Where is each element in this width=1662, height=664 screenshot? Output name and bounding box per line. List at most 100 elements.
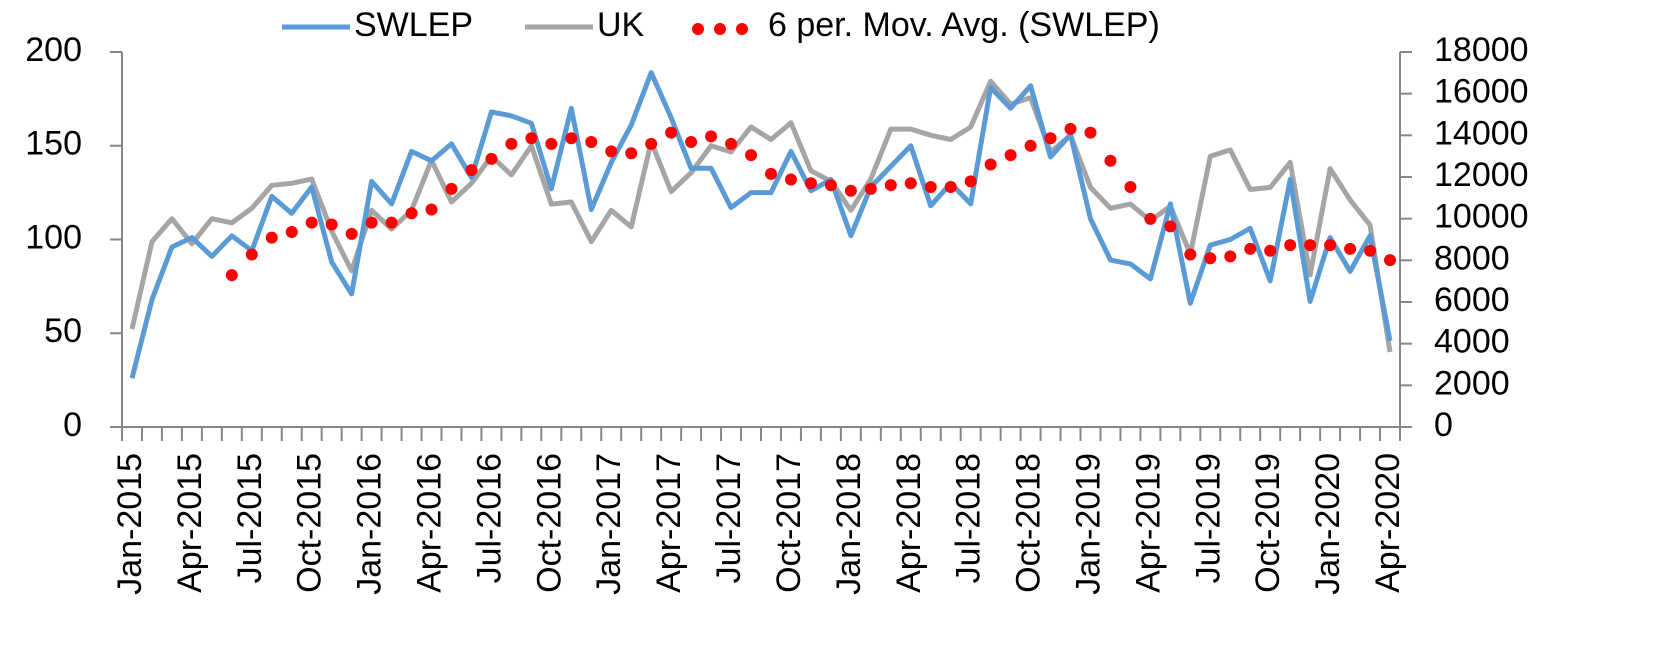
- ma-dot: [625, 147, 638, 160]
- ma-dot: [824, 179, 837, 192]
- ma-dot: [1284, 239, 1297, 252]
- x-tick-label: Jan-2020: [1309, 453, 1347, 595]
- ma-dot: [405, 207, 418, 220]
- ma-dot: [445, 182, 458, 195]
- x-tick-label: Oct-2017: [770, 453, 808, 593]
- x-tick-label: Jul-2019: [1189, 453, 1227, 583]
- ma-dot: [605, 145, 618, 158]
- ma-dot: [1044, 132, 1057, 145]
- x-tick-label: Oct-2015: [291, 453, 329, 593]
- ma-dot: [285, 226, 298, 238]
- y-tick-label: 50: [44, 312, 82, 350]
- ma-dot: [1184, 248, 1197, 261]
- ma-dot: [964, 175, 977, 188]
- ma-dot: [1344, 242, 1357, 255]
- x-tick-label: Oct-2019: [1249, 453, 1287, 593]
- x-tick-label: Apr-2019: [1129, 453, 1167, 593]
- x-tick-label: Jul-2017: [710, 453, 748, 583]
- y2-tick-label: 10000: [1434, 198, 1529, 236]
- ma-dot: [804, 177, 817, 190]
- ma-dot: [1064, 122, 1077, 135]
- y-tick-label: 0: [63, 406, 82, 444]
- x-tick-label: Jan-2019: [1069, 453, 1107, 595]
- ma-dot: [904, 177, 917, 190]
- x-tick-label: Jul-2016: [470, 453, 508, 583]
- ma-dot: [385, 216, 398, 229]
- x-tick-label: Jan-2015: [111, 453, 149, 595]
- ma-dot: [545, 137, 558, 150]
- ma-dot: [1244, 242, 1257, 255]
- ma-dot: [685, 136, 698, 148]
- ma-dot: [265, 231, 278, 244]
- ma-dot: [745, 149, 758, 162]
- x-tick-label: Jan-2016: [351, 453, 389, 595]
- y2-tick-label: 16000: [1434, 73, 1529, 111]
- series-line: [129, 70, 1393, 379]
- ma-dot: [1084, 126, 1097, 139]
- ma-dot: [425, 203, 438, 216]
- ma-dot: [525, 132, 538, 145]
- ma-dot: [705, 130, 718, 143]
- ma-dot: [365, 216, 378, 229]
- legend-label: 6 per. Mov. Avg. (SWLEP): [768, 6, 1160, 44]
- ma-dot: [1104, 154, 1117, 167]
- ma-dot: [1264, 244, 1277, 257]
- ma-dot: [465, 164, 478, 177]
- legend-marker: [692, 23, 704, 35]
- ma-dot: [764, 167, 777, 180]
- ma-dot: [884, 179, 897, 192]
- ma-dot: [784, 173, 797, 186]
- legend-label: UK: [597, 6, 645, 44]
- ma-dot: [1204, 252, 1217, 265]
- legend-marker: [714, 23, 726, 35]
- ma-dot: [305, 216, 318, 229]
- ma-dot: [505, 137, 518, 150]
- ma-dot: [1164, 220, 1177, 233]
- ma-dot: [844, 184, 857, 197]
- y2-tick-label: 6000: [1434, 281, 1510, 319]
- ma-dot: [984, 158, 997, 171]
- x-tick-label: Oct-2016: [530, 453, 568, 593]
- ma-dot: [1144, 212, 1157, 225]
- ma-dot: [345, 227, 358, 240]
- y2-tick-label: 14000: [1434, 114, 1529, 152]
- y2-tick-label: 4000: [1434, 323, 1510, 361]
- y2-tick-label: 0: [1434, 406, 1453, 444]
- ma-dot: [665, 126, 678, 139]
- ma-dot: [585, 136, 598, 148]
- series-line: [129, 78, 1393, 353]
- x-tick-label: Apr-2018: [890, 453, 928, 593]
- x-tick-label: Jan-2017: [590, 453, 628, 595]
- ma-dot: [485, 152, 498, 165]
- y-tick-label: 100: [25, 218, 82, 256]
- x-tick-label: Jul-2015: [231, 453, 269, 583]
- x-tick-label: Jan-2018: [830, 453, 868, 595]
- ma-dot: [1224, 250, 1237, 263]
- ma-dot: [1004, 149, 1017, 162]
- ma-dot: [645, 137, 658, 150]
- ma-dot: [565, 132, 578, 145]
- x-tick-label: Apr-2015: [171, 453, 209, 593]
- ma-dot: [1024, 139, 1037, 152]
- y-tick-label: 150: [25, 125, 82, 163]
- ma-dot: [944, 181, 957, 193]
- ma-dot: [245, 248, 258, 261]
- ma-dot: [725, 137, 738, 150]
- legend-label: SWLEP: [354, 6, 473, 44]
- ma-dot: [225, 269, 238, 282]
- ma-dot: [924, 181, 937, 193]
- x-tick-label: Oct-2018: [1010, 453, 1048, 593]
- x-tick-label: Apr-2017: [650, 453, 688, 593]
- ma-dot: [1364, 244, 1377, 257]
- y2-tick-label: 2000: [1434, 364, 1510, 402]
- y2-tick-label: 18000: [1434, 31, 1529, 69]
- ma-dot: [1324, 239, 1337, 252]
- legend-marker: [736, 23, 748, 35]
- ma-dot: [325, 218, 338, 231]
- y-tick-label: 200: [25, 31, 82, 69]
- ma-dot: [864, 182, 877, 195]
- y2-tick-label: 8000: [1434, 239, 1510, 277]
- y2-tick-label: 12000: [1434, 156, 1529, 194]
- x-tick-label: Apr-2016: [411, 453, 449, 593]
